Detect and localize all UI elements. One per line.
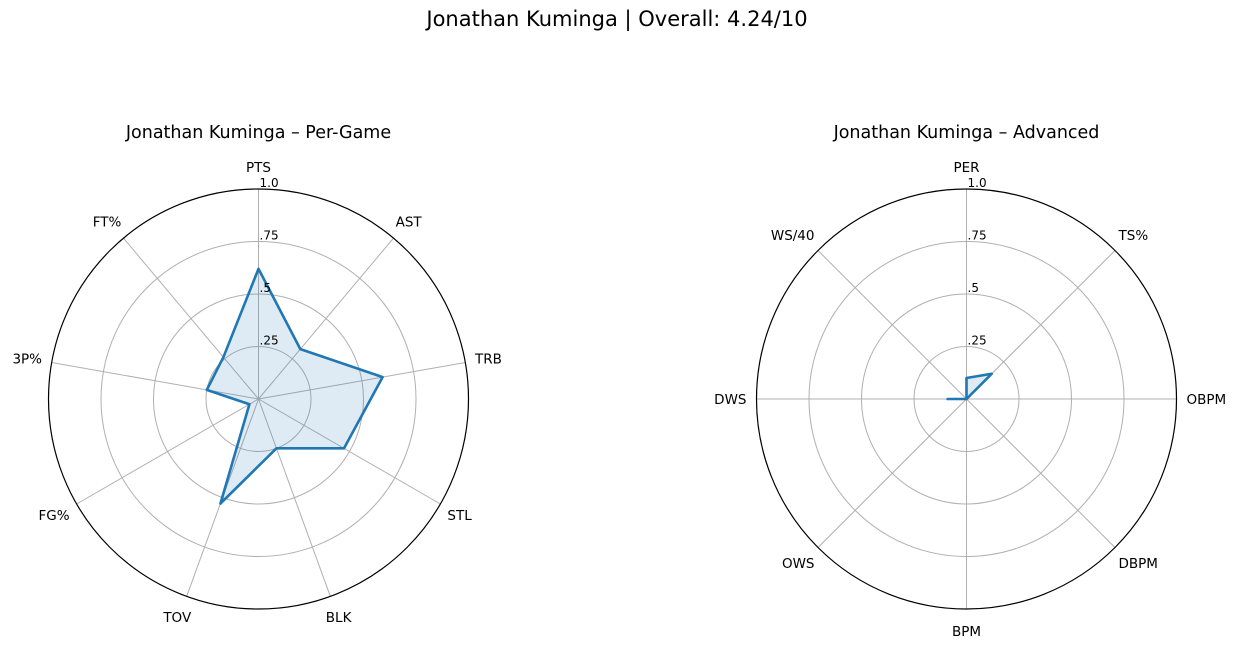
radial-tick-label: .5 — [968, 281, 979, 295]
outer-frame — [755, 188, 1178, 610]
axis-label-stl: STL — [447, 508, 472, 524]
panel-title: Jonathan Kuminga – Advanced — [833, 123, 1100, 143]
axis-label-3p-pct: 3P% — [12, 352, 42, 368]
axis-label-ws-40: WS/40 — [771, 228, 815, 244]
radial-tick-label: .25 — [968, 334, 987, 348]
axis-label-ast: AST — [396, 214, 423, 230]
axis-label-per: PER — [953, 160, 979, 176]
axis-label-ows: OWS — [782, 556, 815, 572]
series-fill — [206, 268, 383, 504]
axis-label-bpm: BPM — [952, 624, 981, 640]
axis-label-tov: TOV — [162, 610, 192, 626]
radial-tick-label: .75 — [968, 229, 987, 243]
axis-label-blk: BLK — [326, 610, 353, 626]
figure-title: Jonathan Kuminga | Overall: 4.24/10 — [426, 7, 808, 31]
radial-tick-label: 1.0 — [260, 176, 279, 190]
axis-label-pts: PTS — [246, 160, 271, 176]
grid-circle — [205, 346, 312, 452]
outer-frame — [47, 188, 470, 610]
radar-panel-2: Jonathan Kuminga – Advanced .25 .5 .75 1.0PE… — [714, 123, 1226, 640]
series-line — [946, 372, 994, 401]
axis-label-obpm: OBPM — [1187, 392, 1227, 408]
radar-panel-1: Jonathan Kuminga – Per-Game .25 .5 .75 1.0PT… — [12, 123, 501, 626]
radial-tick-label: .5 — [260, 281, 271, 295]
axis-label-dws: DWS — [714, 392, 746, 408]
axis-label-dbpm: DBPM — [1119, 556, 1158, 572]
axis-label-ft-pct: FT% — [93, 214, 122, 230]
radial-tick-label: .25 — [260, 334, 279, 348]
axis-label-fg-pct: FG% — [39, 508, 70, 524]
radial-tick-label: 1.0 — [968, 176, 987, 190]
series-line — [205, 267, 384, 505]
panel-title: Jonathan Kuminga – Per-Game — [125, 123, 391, 143]
grid-circle — [153, 293, 364, 505]
radial-tick-label: .75 — [260, 229, 279, 243]
grid-circle — [913, 346, 1020, 452]
grid-circle — [808, 241, 1125, 557]
series-fill — [947, 373, 992, 399]
grid-circle — [100, 241, 417, 557]
axis-label-trb: TRB — [474, 352, 502, 368]
grid-circle — [861, 293, 1072, 505]
axis-label-ts-pct: TS% — [1118, 228, 1149, 244]
